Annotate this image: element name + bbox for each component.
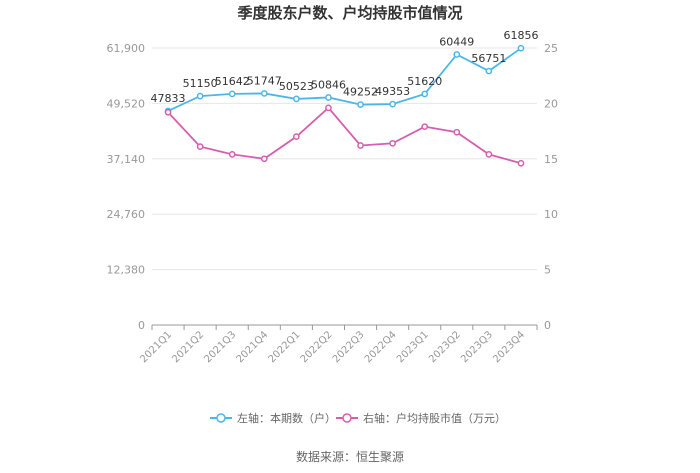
x-axis-tick-label: 2022Q1 bbox=[267, 329, 303, 365]
data-point bbox=[164, 108, 172, 116]
series-layer bbox=[164, 44, 525, 167]
data-point bbox=[196, 143, 204, 150]
data-point bbox=[293, 133, 300, 140]
data-label: 49252 bbox=[343, 86, 378, 99]
legend-label-right-series: 右轴：户均持股市值（万元） bbox=[363, 411, 506, 425]
right-axis-tick-label: 10 bbox=[544, 208, 558, 221]
data-point bbox=[260, 90, 268, 97]
left-axis-tick-label: 49,520 bbox=[107, 97, 146, 110]
data-point bbox=[421, 123, 429, 131]
data-point bbox=[517, 44, 525, 52]
data-point bbox=[485, 67, 493, 75]
data-point bbox=[453, 128, 461, 136]
legend: 左轴：本期数（户） 右轴：户均持股市值（万元） bbox=[210, 411, 506, 425]
data-label: 51620 bbox=[407, 75, 442, 88]
data-point bbox=[228, 90, 236, 98]
right-axis-tick-label: 5 bbox=[544, 264, 551, 277]
data-point bbox=[389, 139, 396, 147]
series-line-left bbox=[167, 47, 522, 112]
data-point bbox=[293, 95, 300, 103]
left-axis-tick-label: 37,140 bbox=[107, 153, 146, 166]
data-point bbox=[325, 94, 332, 101]
data-point bbox=[325, 104, 332, 112]
data-labels: 47833 51150516425174750523508464925249353… bbox=[151, 29, 539, 105]
data-label: 50523 bbox=[279, 80, 314, 93]
data-point bbox=[485, 151, 493, 158]
right-axis-tick-label: 0 bbox=[544, 319, 551, 332]
grid-lines bbox=[152, 47, 537, 271]
data-point bbox=[517, 159, 525, 167]
x-axis-tick-label: 2022Q3 bbox=[331, 329, 367, 365]
data-label: 50846 bbox=[311, 78, 346, 91]
legend-label-left-series: 左轴：本期数（户） bbox=[237, 411, 336, 425]
x-axis-tick-label: 2022Q2 bbox=[299, 329, 335, 365]
data-label: 60449 bbox=[439, 35, 474, 48]
left-axis-tick-label: 12,380 bbox=[107, 264, 146, 277]
data-point bbox=[421, 90, 429, 98]
data-point bbox=[260, 155, 268, 163]
x-axis-tick-label: 2023Q1 bbox=[395, 329, 431, 365]
x-axis-tick-label: 2022Q4 bbox=[363, 329, 399, 365]
x-axis-tick-label: 2021Q2 bbox=[170, 329, 206, 365]
data-label: 51642 bbox=[215, 75, 250, 88]
left-axis-tick-label: 61,900 bbox=[107, 42, 146, 55]
series-line-right bbox=[167, 106, 522, 165]
data-point bbox=[389, 100, 396, 108]
data-point bbox=[357, 101, 364, 108]
data-label: 61856 bbox=[503, 29, 538, 42]
right-axis-tick-label: 25 bbox=[544, 42, 558, 55]
chart-title: 季度股东户数、户均持股市值情况 bbox=[237, 4, 462, 22]
data-point bbox=[196, 92, 204, 100]
x-axis-tick-label: 2023Q3 bbox=[459, 329, 495, 365]
left-axis-tick-label: 24,760 bbox=[107, 208, 146, 221]
x-axis-tick-label: 2021Q3 bbox=[202, 329, 238, 365]
data-label: 51747 bbox=[247, 74, 282, 87]
data-point bbox=[453, 51, 461, 58]
legend-item-right-series[interactable]: 右轴：户均持股市值（万元） bbox=[336, 411, 506, 425]
data-label: 47833 bbox=[151, 92, 186, 105]
x-axis-tick-label: 2021Q4 bbox=[235, 329, 271, 365]
x-axis-tick-label: 2023Q2 bbox=[427, 329, 463, 365]
data-point bbox=[228, 151, 236, 158]
data-point bbox=[357, 142, 364, 149]
right-axis-tick-label: 20 bbox=[544, 97, 558, 110]
x-axis-tick-label: 2021Q1 bbox=[138, 329, 174, 365]
legend-item-left-series[interactable]: 左轴：本期数（户） bbox=[210, 411, 336, 425]
x-axis-tick-label: 2023Q4 bbox=[491, 329, 527, 365]
data-label: 49353 bbox=[375, 85, 410, 98]
data-label: 56751 bbox=[471, 52, 506, 65]
left-axis-tick-label: 0 bbox=[138, 319, 145, 332]
data-label: 51150 bbox=[183, 77, 218, 90]
right-axis-tick-label: 15 bbox=[544, 153, 558, 166]
data-source-text: 数据来源：恒生聚源 bbox=[296, 449, 404, 464]
